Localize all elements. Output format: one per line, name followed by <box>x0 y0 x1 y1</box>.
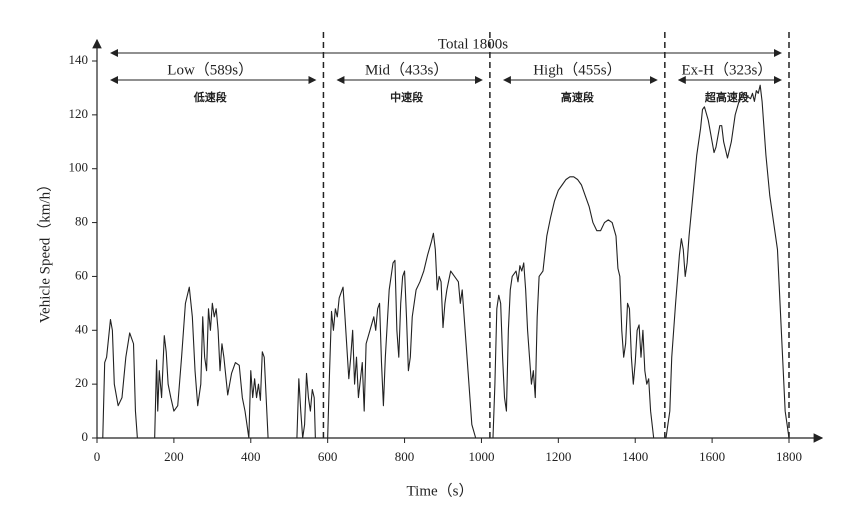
y-tick-label: 80 <box>75 214 88 229</box>
phase-sublabel: 高速段 <box>561 90 594 104</box>
x-tick-label: 1000 <box>468 449 494 464</box>
y-tick-label: 120 <box>69 106 89 121</box>
phase-sublabel: 低速段 <box>193 90 227 104</box>
x-tick-label: 400 <box>241 449 261 464</box>
phase-label: Ex-H（323s） <box>681 61 772 78</box>
phase-label: High（455s） <box>533 61 621 78</box>
x-tick-label: 1400 <box>622 449 648 464</box>
x-axis-title: Time（s） <box>407 482 474 499</box>
x-tick-label: 1600 <box>699 449 725 464</box>
phase-sublabel: 中速段 <box>390 90 423 104</box>
y-tick-label: 0 <box>82 429 89 444</box>
phase-label: Mid（433s） <box>365 61 448 78</box>
y-tick-label: 100 <box>69 160 89 175</box>
phase-sublabel: 超高速段 <box>704 90 749 104</box>
y-tick-label: 140 <box>69 52 89 67</box>
y-axis-title: Vehicle Speed（km/h） <box>36 177 53 323</box>
x-tick-label: 200 <box>164 449 184 464</box>
y-tick-label: 20 <box>75 375 88 390</box>
speed-line <box>97 84 790 439</box>
x-tick-label: 1200 <box>545 449 571 464</box>
x-tick-label: 1800 <box>776 449 802 464</box>
x-tick-label: 0 <box>94 449 101 464</box>
x-tick-label: 600 <box>318 449 338 464</box>
y-tick-label: 40 <box>75 321 88 336</box>
phase-label: Low（589s） <box>167 61 253 78</box>
y-tick-label: 60 <box>75 267 88 282</box>
x-tick-label: 800 <box>395 449 415 464</box>
total-label: Total 1800s <box>438 36 508 52</box>
